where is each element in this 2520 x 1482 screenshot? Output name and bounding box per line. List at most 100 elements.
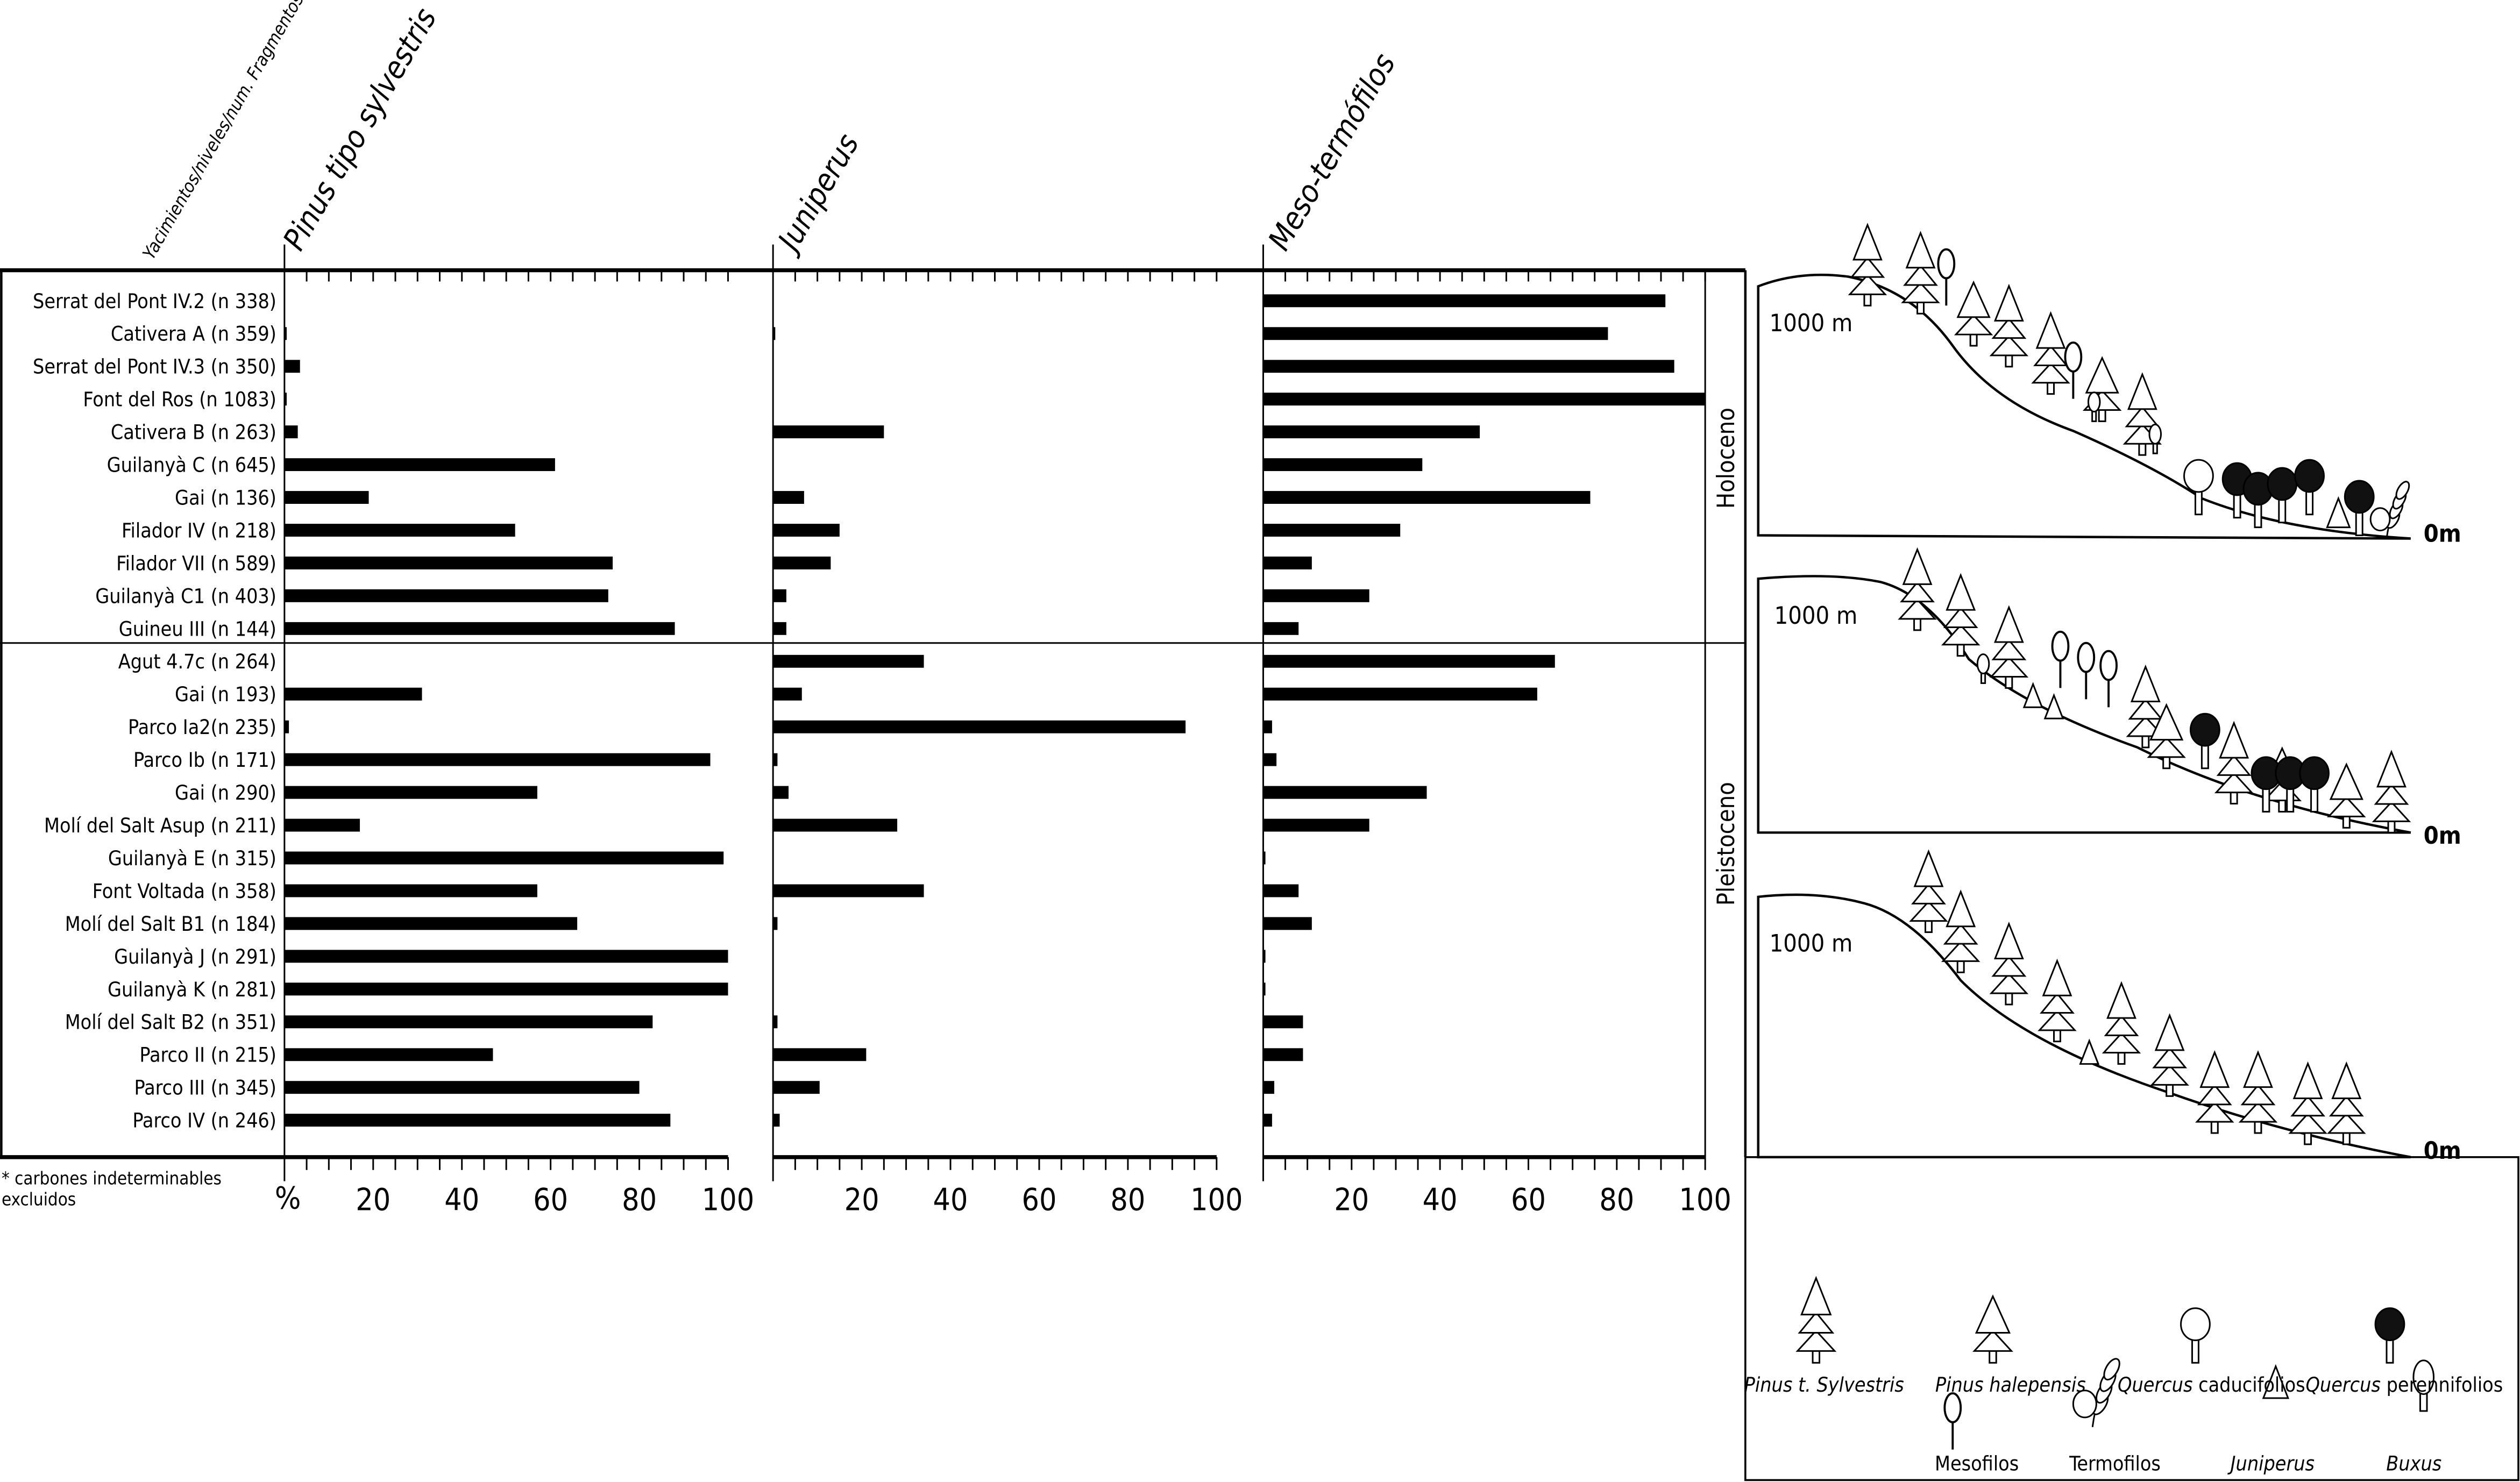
boxwood-icon <box>2087 391 2101 422</box>
bar-meso-termofilos <box>1263 786 1427 799</box>
tick-label: 80 <box>1110 1182 1145 1217</box>
bar-meso-termofilos <box>1263 950 1266 963</box>
category-label: Serrat del Pont IV.3 (n 350) <box>33 355 276 379</box>
evergreen-oak-icon <box>2374 1307 2405 1364</box>
boxwood-icon <box>2412 1359 2435 1412</box>
pine-halepensis-icon <box>2082 356 2122 422</box>
footnote-line2: excluidos <box>2 1188 76 1209</box>
bar-juniperus <box>773 589 786 602</box>
series-title-meso-termofilos: Meso-termófilos <box>1261 48 1402 256</box>
bar-pinus <box>284 851 724 865</box>
evergreen-oak-icon <box>2299 756 2330 813</box>
bar-juniperus <box>773 753 778 766</box>
category-label: Guilanyà K (n 281) <box>108 978 276 1001</box>
evergreen-oak-icon <box>2189 712 2220 770</box>
mesophilous-tree-icon <box>2077 642 2096 700</box>
altitude-label: 1000 m <box>1770 929 1853 957</box>
category-label: Guineu III (n 144) <box>119 617 276 640</box>
pine-sylvestris-icon <box>1989 283 2029 368</box>
tick-label: 100 <box>1190 1182 1243 1217</box>
axis-ticks: 20 40 60 80 100 20 40 60 80 100 20 40 60 80 100 <box>306 270 1731 1217</box>
tick-label: 20 <box>1334 1182 1369 1217</box>
bar-meso-termofilos <box>1263 753 1277 766</box>
evergreen-oak-icon <box>2294 459 2325 516</box>
boxwood-icon <box>1976 653 1990 684</box>
bar-meso-termofilos <box>1263 687 1537 701</box>
deciduous-oak-icon <box>2183 459 2214 516</box>
tick-label: 80 <box>1599 1182 1634 1217</box>
category-label: Font Voltada (n 358) <box>93 879 276 903</box>
pine-sylvestris-icon <box>1848 223 1887 307</box>
bar-meso-termofilos <box>1263 524 1401 537</box>
thermophilous-shrub-icon <box>2369 481 2410 539</box>
bar-juniperus <box>773 786 789 799</box>
footnote-line1: * carbones indeterminables <box>2 1168 222 1189</box>
pine-sylvestris-icon <box>2214 721 2254 805</box>
bar-pinus <box>284 556 613 569</box>
deciduous-oak-icon <box>2180 1307 2211 1364</box>
bar-juniperus <box>773 917 778 930</box>
category-label: Parco Ia2(n 235) <box>128 715 276 739</box>
period-label-pleistoceno: Pleistoceno <box>1712 782 1740 906</box>
category-label: Parco III (n 345) <box>134 1076 276 1100</box>
bar-meso-termofilos <box>1263 622 1299 635</box>
pine-halepensis-icon <box>1972 1294 2013 1364</box>
bar-juniperus <box>773 1114 780 1127</box>
bar-juniperus <box>773 654 924 668</box>
bar-pinus <box>284 1015 653 1029</box>
category-label: Gai (n 193) <box>175 682 276 706</box>
bar-juniperus <box>773 622 786 635</box>
chart-frame <box>0 244 1747 1181</box>
bar-pinus <box>284 589 608 602</box>
bar-meso-termofilos <box>1263 818 1369 832</box>
category-label: Guilanyà E (n 315) <box>108 846 276 870</box>
pine-sylvestris-icon <box>1941 889 1980 973</box>
pine-sylvestris-icon <box>1898 547 1937 631</box>
juniper-triangle-icon <box>2022 682 2043 708</box>
bar-meso-termofilos <box>1263 425 1480 439</box>
bar-pinus <box>284 491 369 504</box>
category-label: Serrat del Pont IV.2 (n 338) <box>33 289 276 313</box>
pine-halepensis-icon <box>2147 703 2186 770</box>
category-label: Parco Ib (n 171) <box>133 748 276 772</box>
category-label: Agut 4.7c (n 264) <box>118 650 276 673</box>
sea-level-label: 0m <box>2424 821 2461 850</box>
mesophilous-tree-icon <box>2064 341 2083 399</box>
category-label: Gai (n 290) <box>175 781 276 804</box>
bar-pinus <box>284 982 728 996</box>
landscape-trees <box>1848 223 2411 1145</box>
legend-icons <box>1795 1276 2435 1450</box>
bar-meso-termofilos <box>1263 458 1423 472</box>
category-label: Parco II (n 215) <box>139 1043 276 1067</box>
tick-label: 60 <box>1021 1182 1056 1217</box>
pine-sylvestris-icon <box>2288 1061 2327 1145</box>
category-label: Cativera B (n 263) <box>111 421 276 444</box>
tick-label: 100 <box>1679 1182 1731 1217</box>
thermophilous-shrub-icon <box>2072 1358 2120 1428</box>
evergreen-oak-icon <box>2344 480 2375 537</box>
bar-pinus <box>284 524 515 537</box>
pine-sylvestris-icon <box>2126 664 2166 749</box>
bar-pinus <box>284 458 555 472</box>
bar-juniperus <box>773 1015 778 1029</box>
legend-label: Quercus caducifolios <box>2118 1373 2305 1396</box>
juniper-triangle-icon <box>2326 496 2351 529</box>
percent-axis-label: % <box>275 1180 301 1216</box>
boxwood-icon <box>2148 423 2162 454</box>
tick-label: 20 <box>356 1182 391 1217</box>
pine-halepensis-icon <box>2327 763 2366 829</box>
bar-pinus <box>284 950 728 963</box>
bar-meso-termofilos <box>1263 556 1312 569</box>
sea-level-label: 0m <box>2424 519 2461 548</box>
category-label: Parco IV (n 246) <box>132 1109 276 1132</box>
category-label: Guilanyà J (n 291) <box>114 945 276 968</box>
legend-label: Pinus halepensis <box>1935 1373 2086 1396</box>
bar-meso-termofilos <box>1263 720 1272 733</box>
mesophilous-tree-icon <box>2051 630 2070 688</box>
legend: Pinus t. Sylvestris Pinus halepensis Que… <box>1744 1156 2519 1481</box>
bar-pinus <box>284 1081 640 1094</box>
bar-pinus <box>284 818 360 832</box>
bar-pinus <box>284 1114 671 1127</box>
tick-label: 100 <box>702 1182 754 1217</box>
